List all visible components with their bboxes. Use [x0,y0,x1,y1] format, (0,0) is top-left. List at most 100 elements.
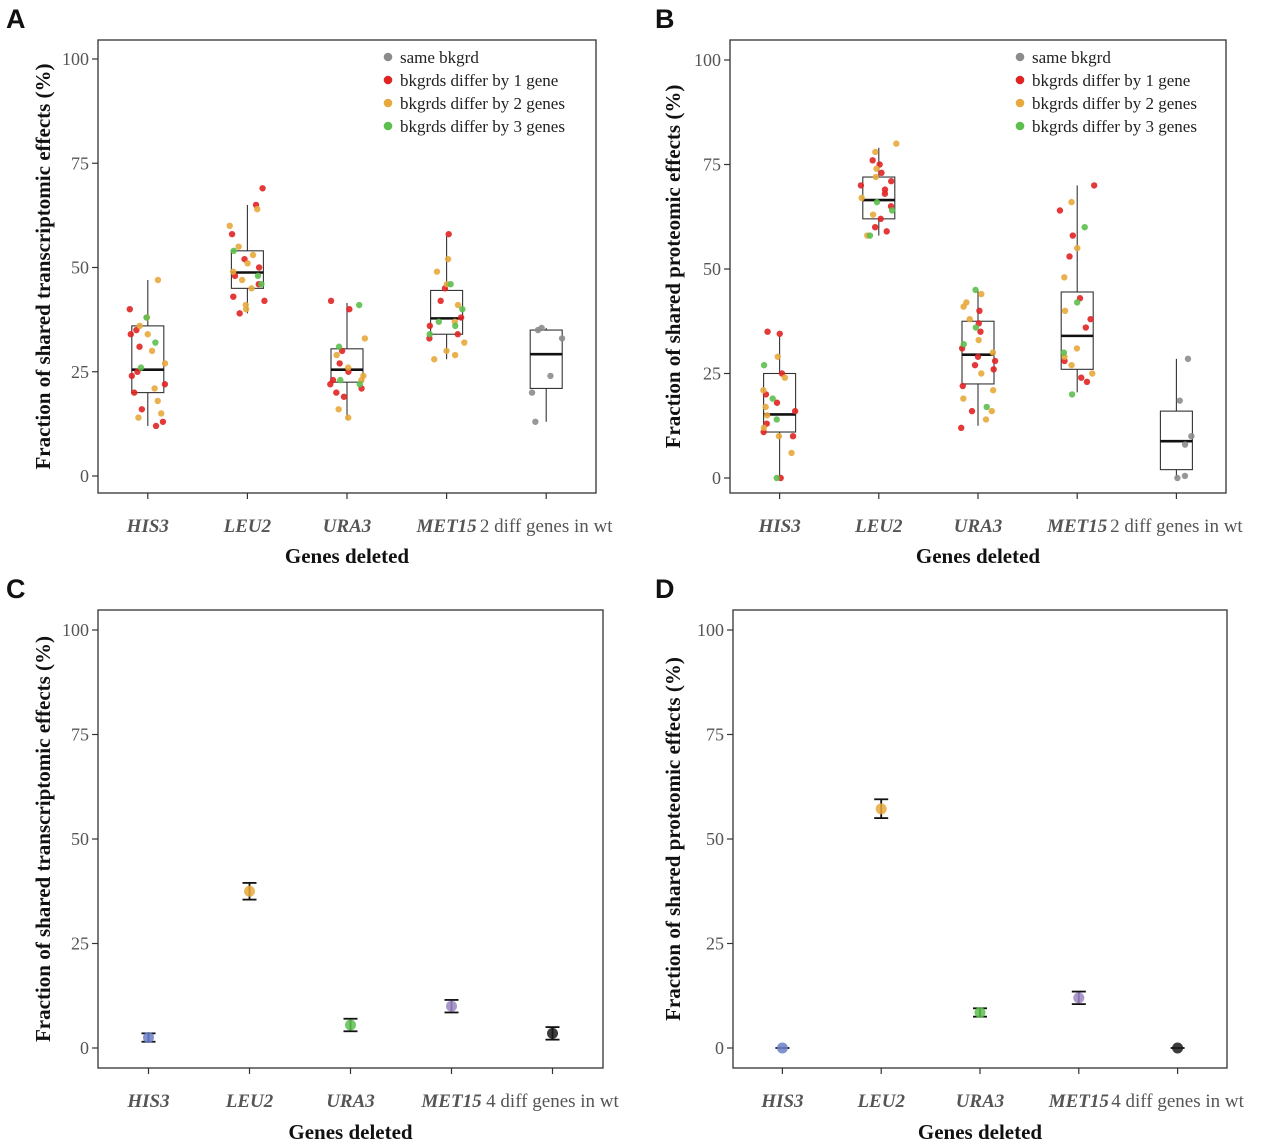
data-point [336,360,343,367]
data-point [789,433,797,440]
data-point [1066,253,1073,260]
data-point [130,389,138,396]
errorbar-5 [1170,1042,1185,1054]
legend-marker [1015,52,1025,62]
points-4 [426,230,468,363]
data-point [361,335,369,342]
y-tick-label: 75 [71,725,89,745]
data-point [333,389,340,396]
data-point [760,387,767,394]
legend-marker [383,75,393,85]
data-point [1068,361,1075,369]
data-point [558,335,566,342]
data-point [127,331,134,338]
box-5 [529,327,563,422]
box-iqr [131,325,165,394]
data-point [335,406,342,413]
data-point [888,178,895,185]
y-tick-label: 25 [706,934,724,954]
mean-point [974,1006,986,1018]
data-point [254,205,261,213]
legend-label: same bkgrd [1032,48,1111,67]
box-1 [131,280,165,426]
data-point [255,264,263,271]
mean-point [446,1000,457,1012]
errorbar-2 [874,798,889,819]
data-point [433,268,441,275]
data-point [435,318,443,325]
x-tick-label: 4 diff genes in wt [1111,1091,1244,1112]
y-tick-label: 75 [703,155,721,175]
x-tick-label: MET15 [420,1091,482,1112]
legend: same bkgrd bkgrds differ by 1 gene bkgrds … [1015,48,1197,136]
data-point [443,347,450,355]
data-point [143,314,150,321]
mean-point [547,1027,558,1039]
box-3 [330,302,364,420]
data-point [1174,474,1181,482]
data-point [1061,307,1069,314]
legend-label: bkgrds differ by 3 genes [400,117,565,136]
mean-point [776,1042,788,1054]
points-1 [126,276,169,430]
data-point [128,372,136,380]
y-tick-label: 25 [71,934,89,954]
data-point [138,406,146,413]
data-point [547,372,554,380]
data-point [230,293,237,300]
legend-marker [383,52,393,62]
x-tick-label: HIS3 [126,1091,169,1112]
data-point [1083,378,1091,386]
data-point [1078,374,1085,381]
errorbar-1 [141,1032,156,1044]
data-point [989,387,997,394]
data-point [457,314,465,321]
x-tick-label: URA3 [323,516,372,537]
x-tick-label: 4 diff genes in wt [486,1091,619,1112]
y-tick-label: 25 [703,364,721,384]
data-point [258,280,265,288]
data-point [528,389,536,396]
legend-marker [1015,98,1025,108]
data-point [976,307,983,314]
legend-label: bkgrds differ by 2 genes [1032,94,1197,113]
y-axis-title: Fraction of shared proteomic effects (%) [661,657,685,1021]
data-point [1184,355,1192,363]
data-point [1181,472,1189,480]
data-point [452,322,459,330]
data-point [866,232,874,239]
box-4 [1060,185,1094,393]
data-point [161,360,169,367]
legend-label: same bkgrd [400,48,479,67]
data-point [459,306,466,313]
data-point [426,331,433,338]
y-axis-title: Fraction of shared transcriptomic effect… [31,63,55,469]
data-point [136,343,143,350]
data-point [461,339,468,346]
data-point [346,306,353,313]
data-point [451,351,459,359]
panel-d: D 0 25 50 75 100 HIS3 LEU2 URA3 MET15 4 diff genes… [655,574,1245,1144]
data-point [154,397,161,405]
data-point [971,361,979,369]
errorbar-3 [973,1006,987,1018]
data-point [1181,441,1189,448]
data-point [447,280,454,288]
data-point [972,324,980,331]
x-tick-label: MET15 [1048,1091,1110,1112]
data-point [960,303,967,310]
data-point [259,185,266,192]
data-point [152,422,160,430]
data-point [1060,349,1068,356]
data-point [454,301,462,309]
data-point [1068,391,1076,398]
box-iqr [1060,291,1094,370]
legend-marker [1015,121,1025,131]
data-point [974,353,982,360]
data-point [871,224,879,231]
data-point [781,374,789,381]
data-point [774,353,781,360]
x-tick-label: MET15 [416,516,478,537]
x-tick-label: LEU2 [854,516,903,537]
data-point [230,247,237,255]
